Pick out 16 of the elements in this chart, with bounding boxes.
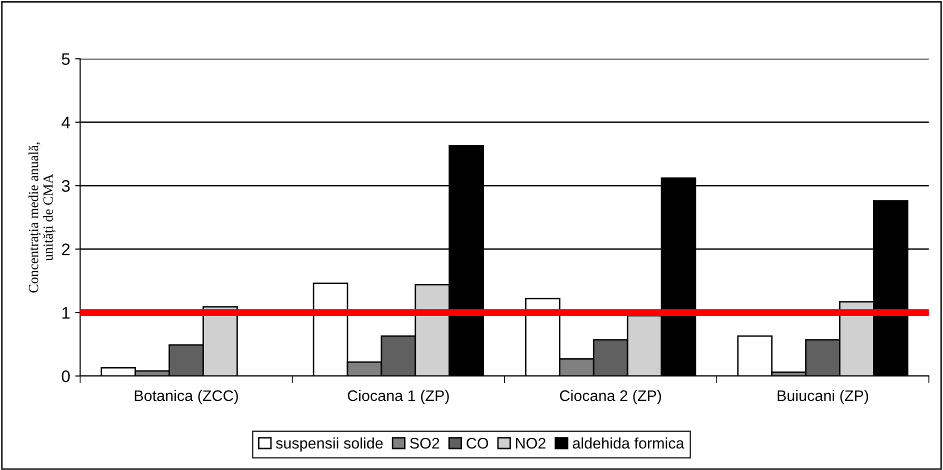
legend-label: CO: [466, 438, 488, 449]
x-tick-label: Ciocana 1 (ZP): [348, 390, 449, 404]
y-tick-label: 4: [62, 116, 70, 128]
y-axis-title: Concentrația medie anuală, unități de CMA: [28, 142, 56, 293]
y-tick-label: 5: [62, 53, 70, 65]
legend-label: suspensii solide: [276, 437, 383, 452]
y-tick-label: 2: [62, 244, 70, 256]
y-tick-label: 0: [62, 370, 70, 382]
x-tick-label: Buiucani (ZP): [778, 390, 868, 404]
legend-label: SO2: [410, 438, 440, 449]
x-tick-label: Ciocana 2 (ZP): [560, 390, 662, 404]
y-tick-label: 1: [62, 307, 70, 319]
x-tick-label: Botanica (ZCC): [134, 390, 238, 404]
y-tick-label: 3: [62, 180, 70, 192]
legend-label: aldehida formica: [572, 437, 684, 449]
legend-label: NO2: [516, 438, 546, 449]
